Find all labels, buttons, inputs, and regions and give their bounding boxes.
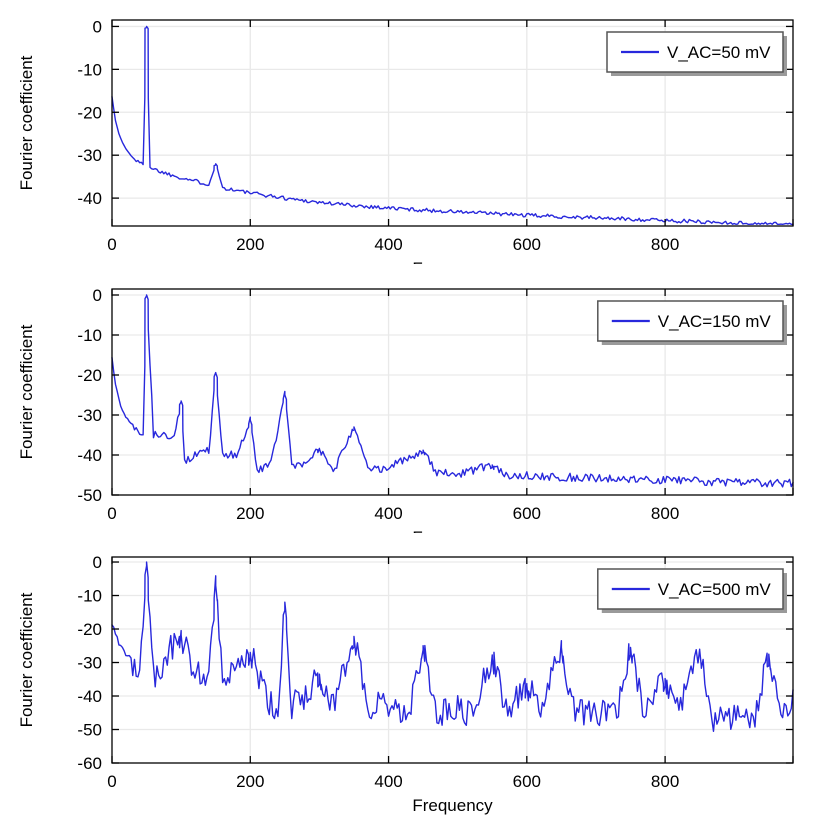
subplot-v-ac-150mv: 0 -10 -20 -30 -40 -50 0 200 400 600 800 Frequency Fo…: [0, 264, 839, 533]
x-axis-title: Frequency: [412, 528, 493, 533]
x-tick-label: 200: [236, 235, 264, 254]
y-tick-label: 0: [93, 17, 102, 36]
chart-1: 0 -10 -20 -30 -40 0 200 400 600 800 Frequency Fouri…: [17, 17, 794, 264]
y-tick-label: -30: [77, 146, 102, 165]
y-tick-label: -60: [77, 754, 102, 773]
x-tick-label: 200: [236, 772, 264, 791]
spectrum-line: [111, 561, 794, 732]
chart-3: 0 -10 -20 -30 -40 -50 -60 0 200 400 600 800 Frequenc…: [17, 553, 794, 815]
y-tick-label: -10: [77, 326, 102, 345]
y-tick-label: -20: [77, 366, 102, 385]
x-axis-title: Frequency: [412, 796, 493, 815]
subplot-v-ac-500mv: 0 -10 -20 -30 -40 -50 -60 0 200 400 600 800 Frequenc…: [0, 533, 839, 817]
x-tick-label: 400: [374, 235, 402, 254]
x-tick-label: 600: [513, 772, 541, 791]
y-tick-label: -50: [77, 486, 102, 505]
legend-label: V_AC=500 mV: [658, 580, 772, 599]
x-tick-label: 600: [513, 504, 541, 523]
x-tick-label: 400: [374, 504, 402, 523]
plot-frame: [111, 19, 794, 227]
y-tick-label: -40: [77, 189, 102, 208]
x-tick-label: 800: [651, 235, 679, 254]
y-tick-label: -30: [77, 406, 102, 425]
y-tick-label: 0: [93, 286, 102, 305]
spectrum-line: [111, 294, 794, 488]
chart-2: 0 -10 -20 -30 -40 -50 0 200 400 600 800 Frequency Fo…: [17, 286, 794, 533]
y-tick-label: -10: [77, 587, 102, 606]
y-tick-label: -30: [77, 654, 102, 673]
y-tick-label: -10: [77, 60, 102, 79]
x-tick-label: 0: [107, 504, 116, 523]
x-tick-label: 800: [651, 772, 679, 791]
y-tick-label: -50: [77, 721, 102, 740]
legend-label: V_AC=50 mV: [667, 43, 771, 62]
y-tick-label: -20: [77, 103, 102, 122]
x-tick-label: 400: [374, 772, 402, 791]
x-tick-label: 800: [651, 504, 679, 523]
x-tick-label: 0: [107, 772, 116, 791]
legend-label: V_AC=150 mV: [658, 312, 772, 331]
x-tick-label: 0: [107, 235, 116, 254]
plot-frame: [111, 556, 794, 764]
x-tick-label: 200: [236, 504, 264, 523]
y-tick-label: -40: [77, 446, 102, 465]
spectrum-line: [111, 25, 794, 225]
y-tick-label: 0: [93, 553, 102, 572]
x-tick-label: 600: [513, 235, 541, 254]
y-tick-label: -20: [77, 620, 102, 639]
y-tick-label: -40: [77, 687, 102, 706]
x-axis-title: Frequency: [412, 259, 493, 264]
y-axis-title: Fourier coefficient: [17, 592, 36, 727]
plot-frame: [111, 288, 794, 496]
y-axis-title: Fourier coefficient: [17, 55, 36, 190]
subplot-v-ac-50mv: 0 -10 -20 -30 -40 0 200 400 600 800 Frequency Fouri…: [0, 0, 839, 264]
y-axis-title: Fourier coefficient: [17, 324, 36, 459]
